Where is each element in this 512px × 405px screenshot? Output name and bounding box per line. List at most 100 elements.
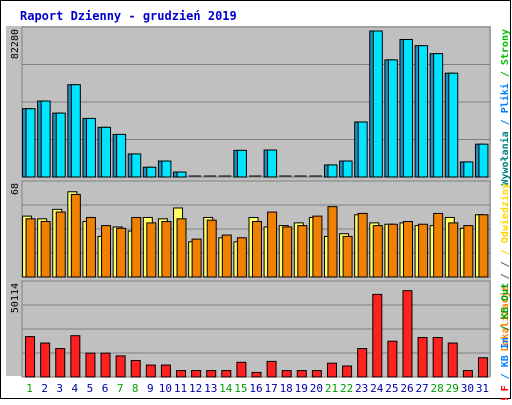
x-tick-label: 13 <box>204 382 217 395</box>
x-tick-label: 2 <box>41 382 48 395</box>
panel-3-bar <box>206 370 217 378</box>
x-tick-label: 5 <box>87 382 94 395</box>
x-tick-label: 28 <box>431 382 444 395</box>
panel-2-side-label: Lokalizacje / / / Odwiedziny <box>499 183 511 352</box>
x-tick-label: 19 <box>295 382 308 395</box>
x-tick-label: 31 <box>476 382 489 395</box>
panel-3-bar <box>266 360 277 378</box>
panel-1-max-label: 82280 <box>10 29 21 59</box>
panel-3-bar <box>477 357 488 378</box>
x-tick-label: 27 <box>415 382 428 395</box>
panel-2-bar <box>70 193 81 278</box>
panel-3-bar <box>357 348 368 378</box>
panel-3-bar <box>251 371 262 378</box>
panel-1-bar <box>387 59 398 178</box>
panel-2-bar <box>267 211 278 278</box>
panel-1-bar <box>161 160 172 178</box>
panel-3-bar <box>326 362 337 378</box>
panel-3-bar <box>236 361 247 378</box>
panel-3-bar <box>432 337 443 378</box>
panel-2-bar <box>40 221 51 278</box>
panel-2-bar <box>236 237 247 278</box>
panel-3-side-label-part: / KB Out <box>500 283 511 337</box>
x-tick-label: 21 <box>325 382 338 395</box>
x-tick-label: 11 <box>174 382 187 395</box>
panel-3-max-label: 50114 <box>10 283 21 313</box>
panel-3-side-label-part: / KB In <box>500 337 511 385</box>
panel-2-bar <box>372 225 383 278</box>
panel-1-bar <box>176 171 187 178</box>
chart-title: Raport Dzienny - grudzień 2019 <box>20 9 237 23</box>
x-tick-label: 9 <box>147 382 154 395</box>
panel-3-bar <box>402 290 413 378</box>
panel-3-bar <box>130 359 141 378</box>
panel-1-bar <box>448 72 459 178</box>
x-tick-label: 1 <box>26 382 33 395</box>
panel-2-bar <box>297 225 308 278</box>
panel-3-bar <box>55 348 66 378</box>
panel-1-side-label-part: / Strony <box>500 29 511 83</box>
panel-2-bar <box>176 218 187 278</box>
x-tick-label: 3 <box>56 382 63 395</box>
panel-3-bar <box>342 365 353 378</box>
x-tick-label: 16 <box>249 382 262 395</box>
panel-3-bar <box>176 370 187 378</box>
panel-1-bar <box>357 121 368 178</box>
panel-1-side-label: Wywołania / Pliki / Strony <box>499 29 511 186</box>
x-tick-label: 26 <box>400 382 413 395</box>
panel-3-bar <box>447 342 458 378</box>
panel-3-side-label: KB F / KB In / KB Out <box>500 283 511 400</box>
x-tick-label: 8 <box>132 382 139 395</box>
panel-3-bar <box>281 370 292 378</box>
panel-2-bar <box>282 226 293 278</box>
panel-2-bar <box>55 211 66 278</box>
panel-1-bar <box>70 84 81 178</box>
x-tick-label: 29 <box>446 382 459 395</box>
panel-3-bar <box>160 364 171 378</box>
panel-1-bar <box>342 160 353 178</box>
panel-1-bar <box>418 45 429 178</box>
panel-1-bar <box>101 126 112 178</box>
panel-3-bar <box>387 340 398 378</box>
panel-2-bar <box>327 206 338 278</box>
x-tick-label: 18 <box>280 382 293 395</box>
panel-3-bar <box>100 352 111 378</box>
x-tick-label: 10 <box>159 382 172 395</box>
panel-2-bar <box>206 219 217 278</box>
panel-2-bar <box>161 221 172 278</box>
x-tick-label: 30 <box>461 382 474 395</box>
panel-1-bar <box>131 153 142 178</box>
panel-2-bar <box>252 221 262 278</box>
panel-2-side-label-part: Lokalizacje <box>499 285 511 351</box>
panel-3-side-label-part: KB F <box>500 385 511 400</box>
panel-2-bar <box>418 223 429 278</box>
panel-2-bar <box>433 212 444 278</box>
x-tick-label: 14 <box>219 382 233 395</box>
panel-1-side-label-part: / Pliki <box>499 83 511 131</box>
panel-2-bar <box>402 221 413 278</box>
panel-2-bar <box>25 218 36 278</box>
panel-1-bar <box>478 143 489 178</box>
panel-2-bar <box>387 223 398 278</box>
x-tick-label: 20 <box>310 382 323 395</box>
x-tick-label: 17 <box>264 382 277 395</box>
panel-2-bar <box>448 222 459 278</box>
panel-2-bar <box>191 238 202 278</box>
panel-3-bar <box>85 352 96 378</box>
panel-3-bar <box>311 370 322 378</box>
panel-1-bar <box>55 112 66 178</box>
panel-2-bar <box>85 216 96 278</box>
panel-3-bar <box>417 337 428 378</box>
panel-3-bar <box>372 293 383 378</box>
x-tick-label: 25 <box>385 382 398 395</box>
panel-1-bar <box>40 100 51 178</box>
panel-2-bar <box>342 235 353 278</box>
panel-3-bar <box>145 364 156 378</box>
panel-1-bar <box>433 53 444 178</box>
panel-2-bar <box>357 212 368 278</box>
panel-2-bar <box>478 214 489 278</box>
panel-1-bar <box>402 38 413 178</box>
panel-1-bar <box>236 149 247 178</box>
